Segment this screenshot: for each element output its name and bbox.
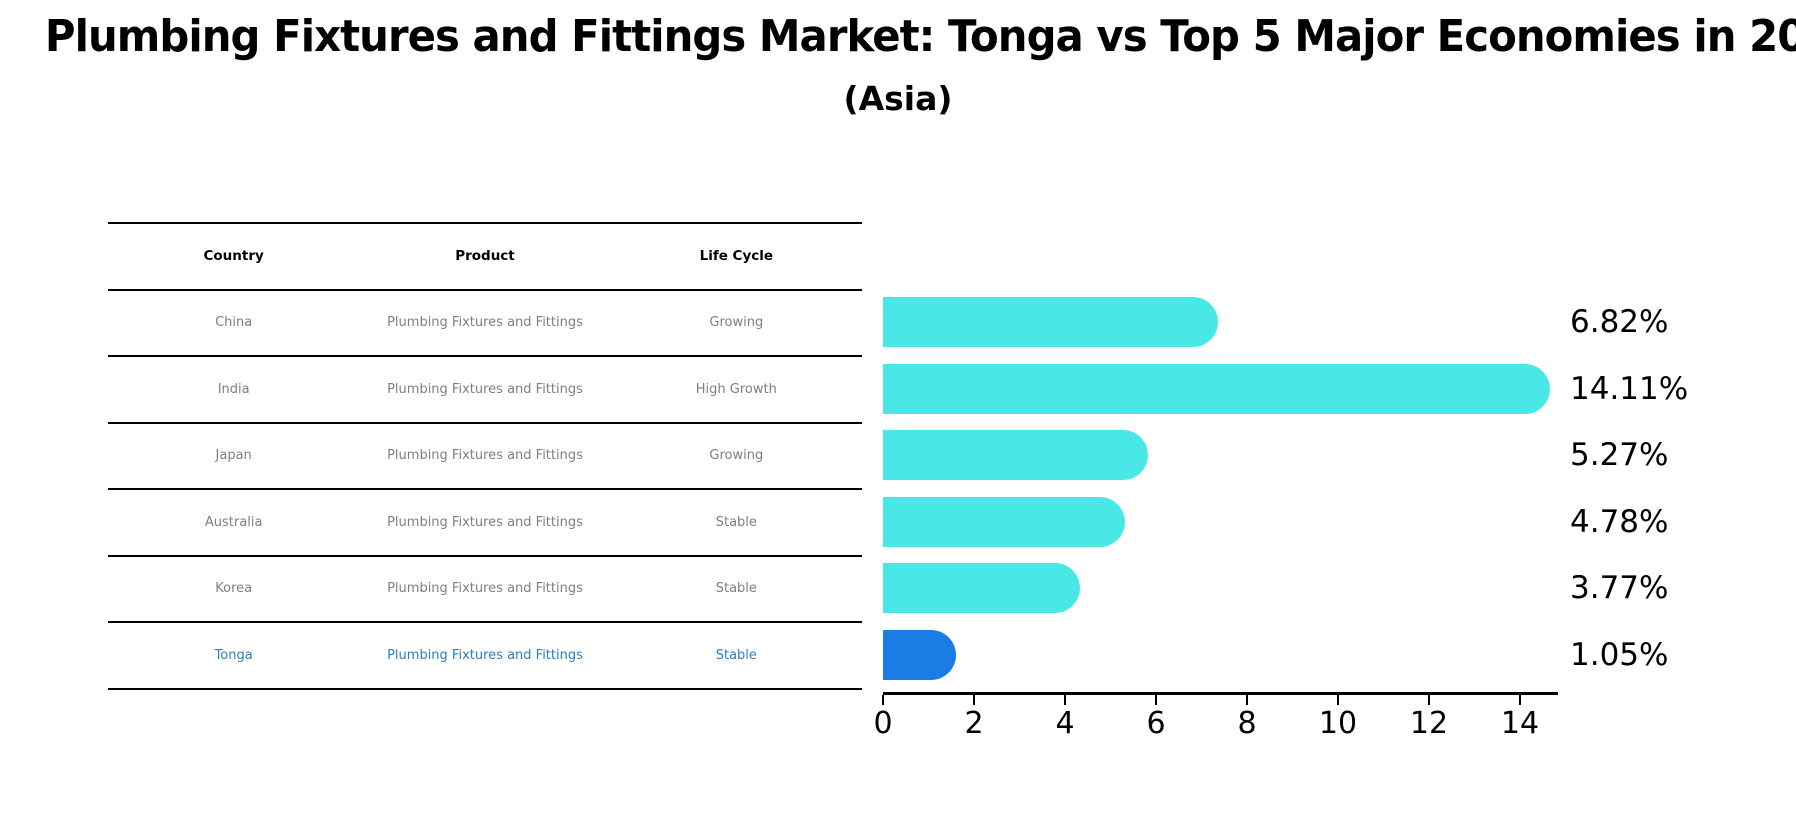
x-axis-tick-label: 12 [1409,706,1449,741]
bar-tonga [883,629,956,680]
table-cell-country: India [217,381,250,397]
x-axis-tick [1155,695,1157,705]
table-row: Australia Plumbing Fixtures and Fittings S… [108,488,862,555]
x-axis-tick [973,695,975,705]
x-axis-tick-label: 6 [1146,706,1166,741]
value-label: 14.11% [1570,370,1689,407]
value-label: 1.05% [1570,636,1669,673]
table-row: Tonga Plumbing Fixtures and Fittings Stabl… [108,621,862,688]
bar-china [883,297,1219,348]
table-cell-product: Plumbing Fixtures and Fittings [387,381,583,397]
page-title: Plumbing Fixtures and Fittings Market: T… [44,11,1796,62]
bar-korea [883,563,1080,614]
x-axis-tick [1337,695,1339,705]
table-cell-country: Australia [204,514,263,530]
x-axis-tick [1428,695,1430,705]
table-cell-product: Plumbing Fixtures and Fittings [387,581,583,597]
table-cell-country: Japan [215,448,252,464]
value-label: 6.82% [1570,304,1669,341]
table-row: India Plumbing Fixtures and Fittings High … [108,355,862,422]
x-axis-tick [1064,695,1066,705]
table-header-country: Country [203,248,264,265]
table-cell-product: Plumbing Fixtures and Fittings [387,315,583,331]
x-axis-tick-label: 4 [1055,706,1075,741]
x-axis-tick-label: 8 [1237,706,1257,741]
x-axis-tick-label: 10 [1318,706,1358,741]
bar-india [883,363,1550,414]
value-label: 4.78% [1570,503,1669,540]
x-axis-line [883,692,1558,695]
table-cell-country: Korea [215,581,253,597]
table-cell-product: Plumbing Fixtures and Fittings [387,514,583,530]
bar-australia [883,496,1126,547]
table-header-life-cycle: Life Cycle [699,248,774,265]
table-cell-life-cycle: Stable [715,647,757,663]
x-axis-tick [1246,695,1248,705]
table-row: China Plumbing Fixtures and Fittings Growi… [108,288,862,356]
value-label: 5.27% [1570,437,1669,474]
page-subtitle: (Asia) [843,79,953,118]
table-cell-life-cycle: Stable [715,514,757,530]
table-cell-country: Tonga [214,647,253,663]
table-cell-life-cycle: High Growth [695,381,777,397]
table-cell-life-cycle: Growing [709,315,764,331]
value-label: 3.77% [1570,570,1669,607]
x-axis-tick [1519,695,1521,705]
table-cell-life-cycle: Stable [715,581,757,597]
table-header-row: Country Product Life Cycle [108,222,862,289]
table-cell-country: China [215,315,253,331]
table-cell-life-cycle: Growing [709,448,764,464]
comparison-table: Country Product Life Cycle China Plumbing… [108,222,862,690]
table-header-product: Product [455,248,515,265]
x-axis-tick-label: 14 [1500,706,1540,741]
table-cell-product: Plumbing Fixtures and Fittings [387,647,583,663]
table-row: Japan Plumbing Fixtures and Fittings Growi… [108,421,862,489]
bar-japan [883,430,1148,481]
table-row: Korea Plumbing Fixtures and Fittings Stabl… [108,554,862,622]
table-cell-product: Plumbing Fixtures and Fittings [387,448,583,464]
x-axis-tick-label: 2 [964,706,984,741]
x-axis-tick [882,695,884,705]
x-axis-tick-label: 0 [873,706,893,741]
